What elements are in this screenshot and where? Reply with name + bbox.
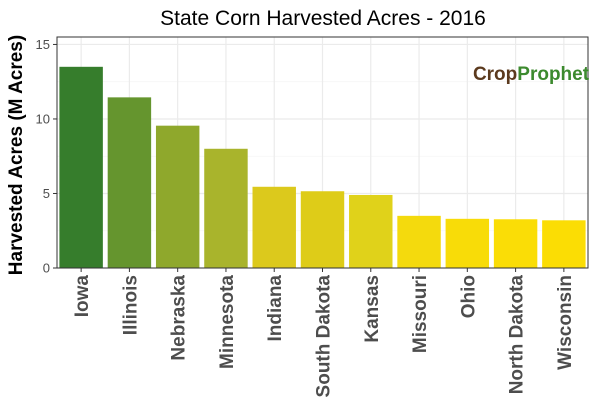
bar-kansas: [349, 194, 393, 268]
bar-missouri: [397, 215, 441, 268]
x-tick-label: Kansas: [362, 275, 383, 343]
x-tick-label: Iowa: [72, 275, 93, 318]
bar-minnesota: [204, 148, 248, 268]
y-axis: 0 5 10 15: [36, 37, 57, 276]
plot-panel: [56, 36, 589, 269]
x-axis: Iowa Illinois Nebraska Minnesota Indiana Sout…: [72, 268, 576, 397]
bar-nebraska: [155, 125, 200, 268]
logo-crop-text: Crop: [473, 64, 517, 85]
bars: [59, 66, 586, 268]
x-tick-label: Minnesota: [217, 275, 238, 369]
x-tick-label: Nebraska: [169, 275, 190, 361]
x-tick-label: North Dakota: [507, 275, 528, 395]
bar-north-dakota: [493, 219, 538, 268]
bar-indiana: [252, 186, 296, 268]
y-tick-label: 5: [43, 186, 50, 201]
x-tick-label: Missouri: [410, 275, 431, 353]
bar-illinois: [107, 97, 152, 268]
chart-title: State Corn Harvested Acres - 2016: [160, 7, 486, 30]
x-tick-label: South Dakota: [314, 275, 335, 398]
y-tick-label: 10: [36, 111, 50, 126]
y-axis-label: Harvested Acres (M Acres): [6, 35, 27, 275]
x-tick-label: Illinois: [120, 275, 141, 335]
logo-prophet-text: Prophet: [517, 64, 589, 85]
x-tick-label: Wisconsin: [555, 275, 576, 370]
bar-ohio: [445, 218, 490, 268]
bar-wisconsin: [542, 220, 586, 268]
cropprophet-logo: CropProphet: [473, 64, 590, 85]
bar-south-dakota: [300, 191, 345, 268]
x-tick-label: Ohio: [458, 275, 479, 318]
x-tick-label: Indiana: [265, 275, 286, 342]
y-tick-label: 15: [36, 37, 50, 52]
bar-iowa: [59, 66, 103, 268]
y-tick-label: 0: [43, 261, 50, 276]
